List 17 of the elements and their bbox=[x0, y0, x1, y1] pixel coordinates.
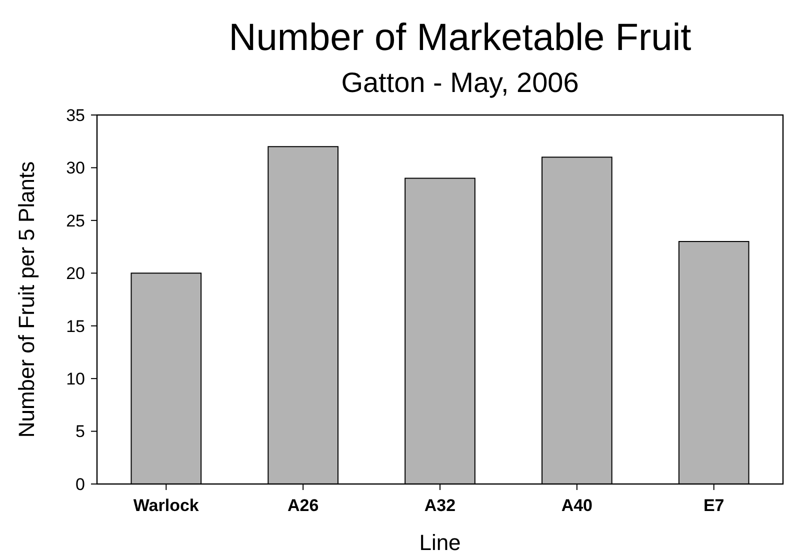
y-tick-label: 10 bbox=[66, 370, 85, 389]
x-tick-label: A40 bbox=[561, 496, 593, 515]
x-tick-label: Warlock bbox=[133, 496, 200, 515]
y-tick-label: 30 bbox=[66, 158, 85, 178]
y-axis-title: Number of Fruit per 5 Plants bbox=[14, 161, 39, 438]
x-tick-label: E7 bbox=[703, 496, 724, 515]
y-tick-label: 5 bbox=[76, 422, 85, 442]
x-tick-label: A26 bbox=[287, 496, 319, 515]
y-tick-label: 20 bbox=[66, 264, 85, 284]
y-tick-label: 35 bbox=[66, 106, 85, 125]
x-tick-label: A32 bbox=[424, 496, 456, 515]
y-tick-label: 0 bbox=[76, 474, 85, 494]
y-tick-label: 15 bbox=[66, 316, 85, 336]
chart-title: Number of Marketable Fruit bbox=[228, 17, 692, 59]
y-tick-label: 25 bbox=[66, 211, 85, 230]
chart-subtitle: Gatton - May, 2006 bbox=[341, 67, 579, 98]
x-axis-title: Line bbox=[419, 530, 461, 554]
